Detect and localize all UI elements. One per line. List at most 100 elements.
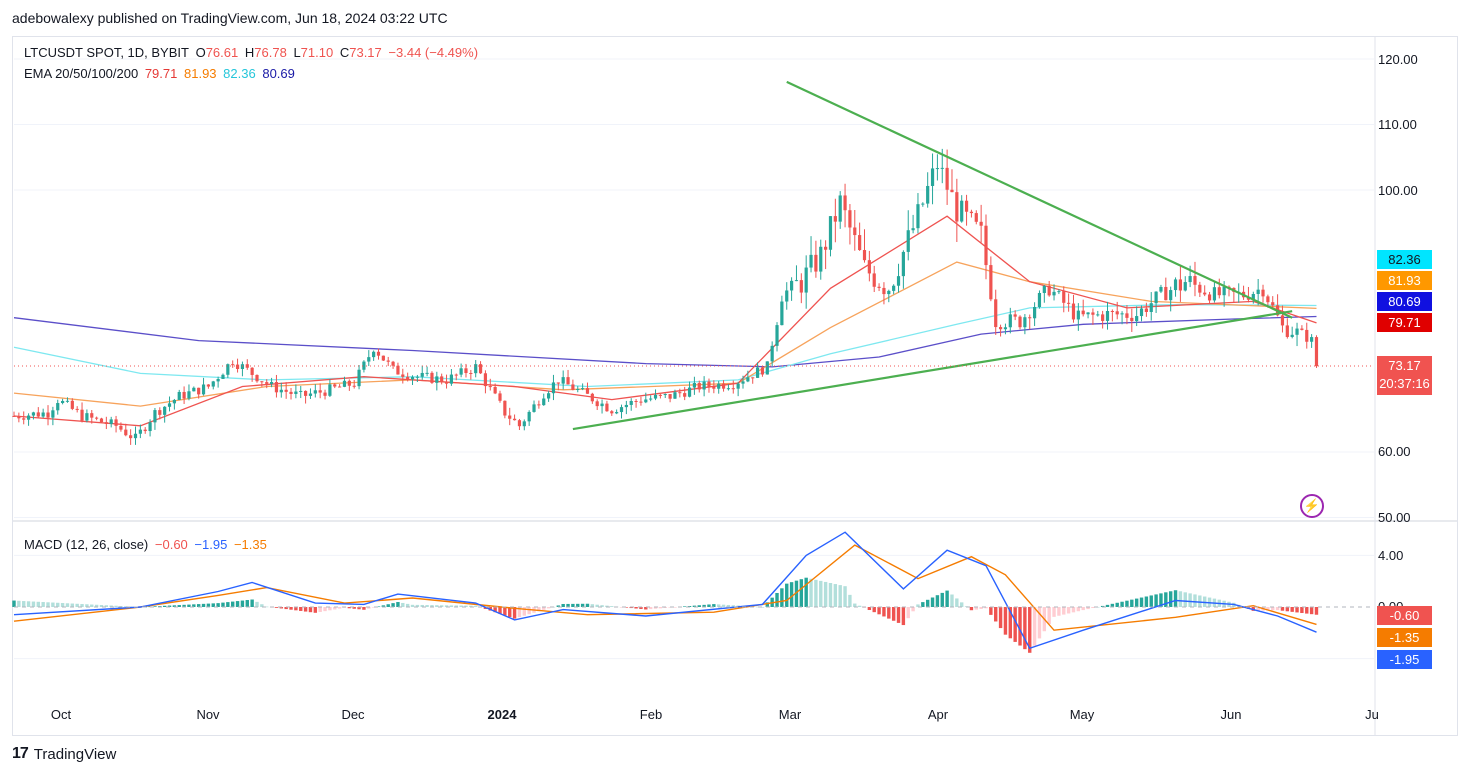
lightning-icon[interactable]: ⚡ [1300, 494, 1324, 518]
candle-body [1251, 293, 1255, 300]
candle-body [678, 392, 682, 394]
candle-body [828, 216, 833, 250]
low-label: L [293, 45, 301, 60]
tradingview-brand: TradingView [33, 745, 117, 763]
macd-bar [634, 607, 638, 609]
macd-bar [930, 597, 935, 607]
macd-bar [673, 607, 677, 608]
candle-body [906, 230, 910, 252]
macd-bar [376, 606, 381, 608]
macd-bar [162, 605, 167, 607]
macd-bar [104, 605, 109, 607]
macd-bar [546, 607, 551, 609]
macd-bar [1149, 595, 1153, 607]
macd-bar [1183, 592, 1187, 607]
candle-body [858, 235, 862, 251]
candle-body [731, 388, 735, 390]
macd-bar [12, 600, 16, 607]
candle-body [464, 368, 468, 374]
candle-body [318, 390, 322, 393]
ema20-value: 79.71 [144, 66, 178, 81]
candle-body [765, 361, 769, 375]
candle-body [717, 383, 721, 389]
macd-bar [459, 605, 463, 607]
tradingview-mark-icon: 17 [12, 745, 29, 762]
macd-bar [1003, 607, 1008, 635]
candle-body [1173, 279, 1178, 291]
macd-bar [508, 607, 512, 618]
macd-bar [765, 602, 769, 607]
candle-body [119, 425, 123, 430]
candle-body [192, 387, 196, 392]
candle-body [211, 381, 215, 387]
macd-histogram [12, 577, 1319, 653]
macd-hist-badge: -0.60 [1377, 606, 1432, 625]
macd-bar [571, 603, 575, 607]
macd-bar [901, 607, 906, 626]
candle-body [692, 383, 696, 388]
macd-bar [857, 605, 862, 607]
candle-body [1062, 291, 1066, 303]
macd-lines [13, 531, 1317, 650]
candle-body [702, 381, 706, 390]
last-price-badge: 73.17 20:37:16 [1377, 356, 1432, 395]
macd-bar [542, 607, 546, 610]
candle-body [994, 299, 998, 328]
candle-body [649, 398, 653, 400]
candle-body [1285, 325, 1289, 337]
candle-body [440, 376, 444, 382]
macd-bar [124, 606, 128, 607]
macd-bar [114, 605, 118, 607]
macd-bar [60, 603, 65, 607]
candle-body [1178, 279, 1182, 291]
candle-body [780, 301, 784, 326]
candle-body [1037, 292, 1042, 307]
macd-bar [196, 604, 201, 607]
macd-bar [328, 607, 332, 611]
macd-bar [819, 580, 823, 607]
candle-body [1052, 291, 1056, 296]
macd-bar [527, 607, 531, 615]
macd-bar [707, 604, 711, 607]
ema200-value: 80.69 [262, 66, 295, 81]
macd-bar [177, 605, 181, 607]
candle-body [512, 418, 517, 421]
candle-body [493, 386, 497, 394]
macd-bar [1062, 607, 1066, 615]
macd-bar [430, 605, 434, 607]
macd-bar [755, 606, 760, 608]
macd-bar [245, 600, 249, 607]
candle-body [488, 386, 492, 388]
macd-bar [1037, 607, 1042, 639]
macd-line [13, 531, 1317, 650]
candle-body [668, 394, 672, 399]
tradingview-logo[interactable]: 17 TradingView [12, 745, 116, 763]
candle-body [1300, 328, 1304, 330]
macd-bar [955, 598, 959, 607]
candle-body [590, 393, 594, 402]
candle-body [308, 393, 313, 396]
macd-bar [323, 607, 327, 612]
macd-bar [512, 607, 517, 619]
macd-bar [1305, 607, 1309, 614]
candle-body [284, 389, 288, 392]
candle-body [527, 411, 531, 422]
candle-body [255, 374, 259, 382]
y-tick-50: 50.00 [1378, 510, 1411, 525]
candle-body [1217, 287, 1221, 296]
macd-bar [36, 601, 40, 607]
macd-bar [537, 607, 541, 612]
candle-body [930, 168, 935, 186]
candle-body [177, 391, 181, 400]
macd-bar [896, 607, 901, 623]
candle-body [143, 429, 147, 432]
macd-bar [945, 590, 949, 607]
macd-bar [590, 604, 595, 607]
macd-bar [872, 607, 876, 613]
candle-body [1266, 296, 1270, 303]
candle-body [99, 418, 104, 423]
macd-bar [809, 578, 813, 607]
y-tick-100: 100.00 [1378, 183, 1418, 198]
candle-body [381, 355, 385, 361]
